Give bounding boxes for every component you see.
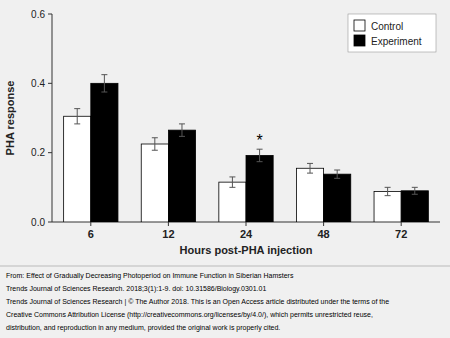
error-bar [101, 75, 107, 92]
error-bar-line [77, 109, 78, 124]
error-bar [74, 109, 80, 124]
x-tick [90, 222, 91, 226]
error-bar-cap [412, 187, 418, 188]
bar [91, 83, 118, 222]
annotation: * [256, 132, 262, 149]
error-bar-line [104, 75, 105, 92]
error-bar-cap [152, 150, 158, 151]
error-bar-line [414, 187, 415, 194]
x-tick [246, 222, 247, 226]
error-bar-cap [412, 194, 418, 195]
error-bar-cap [307, 163, 313, 164]
error-bar-line [310, 163, 311, 173]
error-bar-cap [152, 137, 158, 138]
y-tick-label: 0.0 [31, 217, 45, 228]
bar [141, 144, 168, 222]
error-bar [385, 187, 391, 195]
caption-line: From: Effect of Gradually Decreasing Pho… [6, 272, 294, 280]
bar [324, 174, 351, 222]
error-bar [152, 138, 158, 150]
error-bar-cap [307, 173, 313, 174]
error-bar-line [337, 170, 338, 178]
legend-label: Control [371, 21, 403, 32]
bar [401, 191, 428, 222]
y-tick [48, 222, 52, 223]
x-tick-label: 12 [162, 228, 174, 240]
x-tick-label: 48 [317, 228, 329, 240]
error-bar [257, 149, 263, 161]
x-tick [323, 222, 324, 226]
chart: 0.0 0.2 0.4 0.6 6 12 24 48 72 * Hours post-PHA inj… [0, 0, 450, 338]
bars [64, 75, 429, 222]
error-bar-cap [385, 187, 391, 188]
x-axis-label: Hours post-PHA injection [180, 244, 313, 256]
error-bar [334, 170, 340, 178]
caption-line: Trends Journal of Sciences Research | © … [6, 298, 389, 306]
legend: Control Experiment [348, 14, 436, 52]
error-bar-cap [229, 176, 235, 177]
y-axis-line [52, 14, 53, 222]
error-bar-line [181, 124, 182, 136]
x-tick-label: 6 [88, 228, 94, 240]
error-bar [179, 124, 185, 136]
legend-swatch [354, 35, 365, 46]
error-bar-line [154, 138, 155, 150]
error-bar-cap [179, 123, 185, 124]
error-bar-cap [334, 178, 340, 179]
bar [374, 191, 401, 222]
error-bar-line [259, 149, 260, 161]
error-bar-cap [334, 170, 340, 171]
bar [64, 116, 91, 222]
bar [168, 130, 195, 222]
caption-line: Creative Commons Attribution License (ht… [6, 311, 373, 319]
x-tick-label: 24 [240, 228, 253, 240]
legend-frame [348, 14, 436, 52]
error-bar-line [232, 177, 233, 187]
error-bar [229, 177, 235, 187]
legend-label: Experiment [371, 36, 422, 47]
caption-separator [0, 266, 450, 267]
error-bar [412, 187, 418, 194]
error-bar-cap [229, 187, 235, 188]
y-tick [48, 14, 52, 15]
y-axis-label: PHA response [4, 81, 16, 156]
legend-swatch [354, 20, 365, 31]
x-tick-label: 72 [395, 228, 407, 240]
bar [219, 182, 246, 222]
error-bar-cap [385, 195, 391, 196]
y-tick [48, 152, 52, 153]
error-bar-cap [257, 161, 263, 162]
error-bar-cap [179, 136, 185, 137]
error-bar-cap [101, 74, 107, 75]
y-tick-label: 0.6 [31, 9, 45, 20]
caption-line: Trends Journal of Sciences Research. 201… [6, 285, 266, 293]
error-bar-cap [74, 123, 80, 124]
caption-line: distribution, and reproduction in any me… [6, 324, 280, 332]
y-tick [48, 83, 52, 84]
y-tick-label: 0.2 [31, 147, 45, 158]
background [0, 0, 450, 338]
bar [246, 155, 273, 222]
y-tick-label: 0.4 [31, 78, 45, 89]
error-bar-cap [101, 92, 107, 93]
error-bar [307, 163, 313, 173]
error-bar-line [387, 187, 388, 195]
x-tick [168, 222, 169, 226]
x-tick [401, 222, 402, 226]
bar [296, 168, 323, 222]
error-bar-cap [74, 108, 80, 109]
